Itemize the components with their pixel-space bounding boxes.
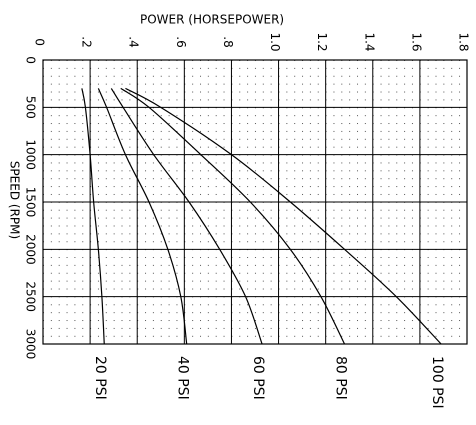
y-tick-label: .4 (127, 36, 141, 47)
y-tick-label: 1.6 (409, 32, 423, 51)
y-tick-label: 1.2 (315, 32, 329, 51)
y-tick-label: .8 (221, 36, 235, 47)
series-label: 20 PSI (92, 356, 108, 400)
y-tick-label: 1.8 (457, 32, 471, 51)
y-tick-label: 1.0 (268, 32, 282, 51)
x-tick-label: 1500 (24, 187, 38, 218)
x-tick-label: 2500 (24, 281, 38, 312)
curve (97, 88, 188, 345)
x-tick-label: 2000 (24, 234, 38, 265)
series-label: 100 PSI (429, 356, 445, 409)
series-label: 60 PSI (250, 356, 266, 400)
y-axis-title: POWER (HORSEPOWER) (140, 13, 284, 27)
x-tick-label: 3000 (24, 329, 38, 360)
series-label: 80 PSI (333, 356, 349, 400)
curve (81, 88, 105, 345)
x-axis-title: SPEED (RPM) (8, 161, 22, 239)
x-tick-label: 1000 (24, 139, 38, 170)
curve (110, 88, 263, 345)
y-tick-label: .2 (80, 36, 94, 47)
y-tick-label: .6 (174, 36, 188, 47)
y-tick-label: 1.4 (362, 32, 376, 51)
series-label: 40 PSI (175, 356, 191, 400)
x-tick-label: 0 (24, 56, 38, 64)
plot-frame (42, 59, 468, 345)
x-tick-label: 500 (24, 96, 38, 119)
curve (120, 87, 346, 345)
curve (125, 87, 442, 345)
y-tick-label: 0 (33, 38, 47, 46)
